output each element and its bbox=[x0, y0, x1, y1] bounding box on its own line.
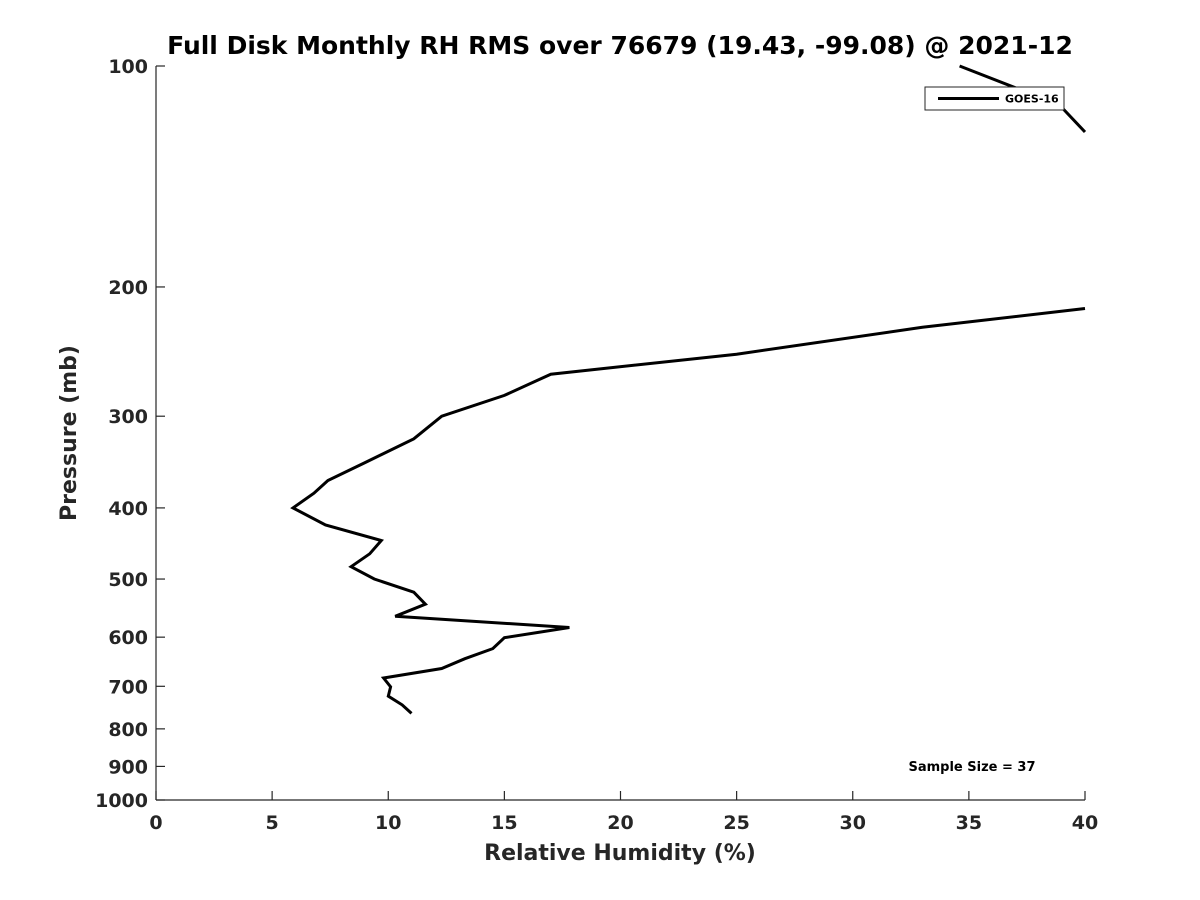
y-tick-label: 100 bbox=[108, 56, 148, 78]
y-axis-label: Pressure (mb) bbox=[57, 345, 82, 521]
series-layer bbox=[290, 64, 1087, 715]
x-tick-label: 30 bbox=[840, 812, 866, 834]
y-tick-label: 300 bbox=[108, 406, 148, 428]
x-tick-label: 5 bbox=[266, 812, 279, 834]
y-tick-label: 400 bbox=[108, 498, 148, 520]
y-tick-label: 1000 bbox=[95, 790, 148, 812]
y-tick-label: 900 bbox=[108, 756, 148, 778]
x-tick-label: 10 bbox=[375, 812, 401, 834]
y-tick-label: 500 bbox=[108, 569, 148, 591]
y-tick-label: 800 bbox=[108, 719, 148, 741]
series-line-goes-16 bbox=[290, 307, 1086, 715]
x-ticks: 0 5 10 15 20 25 30 35 40 bbox=[149, 791, 1098, 834]
legend-label: GOES-16 bbox=[1005, 93, 1059, 106]
plot-area bbox=[155, 66, 1085, 801]
y-tick-label: 700 bbox=[108, 676, 148, 698]
y-ticks: 100 200 300 400 500 600 700 800 900 1000 bbox=[95, 56, 165, 812]
x-tick-label: 25 bbox=[723, 812, 749, 834]
chart-title: Full Disk Monthly RH RMS over 76679 (19.… bbox=[167, 31, 1073, 60]
x-tick-label: 35 bbox=[956, 812, 982, 834]
sample-size-annotation: Sample Size = 37 bbox=[908, 760, 1035, 775]
legend: GOES-16 bbox=[924, 86, 1065, 111]
x-tick-label: 40 bbox=[1072, 812, 1098, 834]
x-tick-label: 0 bbox=[149, 812, 162, 834]
x-tick-label: 15 bbox=[491, 812, 517, 834]
y-tick-label: 600 bbox=[108, 627, 148, 649]
x-axis-label: Relative Humidity (%) bbox=[484, 841, 756, 866]
x-tick-label: 20 bbox=[607, 812, 633, 834]
y-tick-label: 200 bbox=[108, 277, 148, 299]
